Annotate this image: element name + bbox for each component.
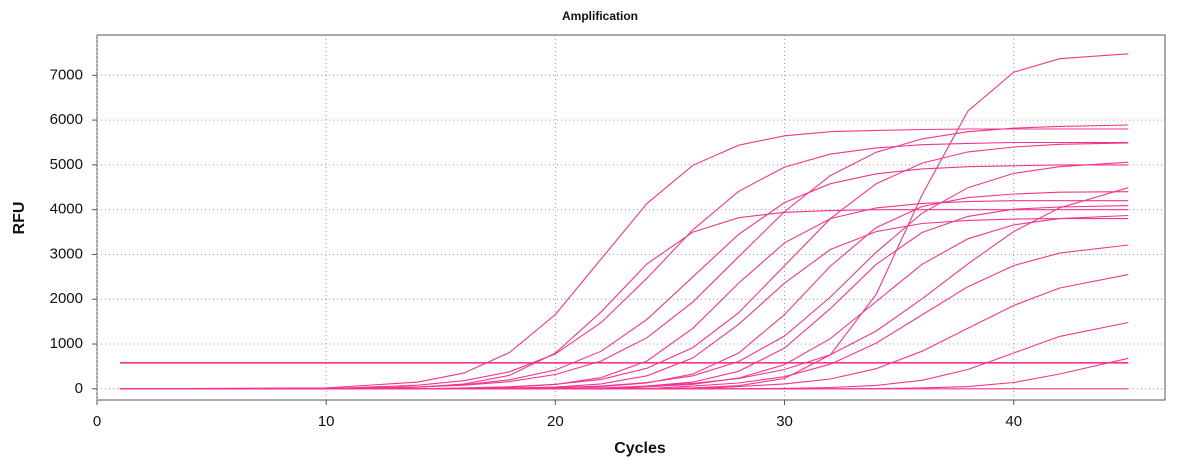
- y-tick-label: 0: [75, 380, 83, 397]
- amplification-curve: [119, 128, 1129, 390]
- plot-frame: [96, 34, 1166, 401]
- y-tick-label: 4000: [50, 201, 83, 218]
- y-tick-label: 7000: [50, 66, 83, 83]
- amplification-curve: [119, 161, 1129, 390]
- x-axis-label: Cycles: [614, 440, 666, 457]
- y-tick-label: 3000: [50, 245, 83, 262]
- amplification-curve: [119, 124, 1129, 390]
- amplification-curve: [119, 274, 1129, 390]
- amplification-curve: [119, 321, 1129, 390]
- amplification-curve: [119, 244, 1129, 390]
- amplification-curve: [119, 200, 1129, 390]
- y-tick-label: 1000: [50, 335, 83, 352]
- amplification-curve: [119, 141, 1129, 390]
- x-tick-label: 40: [1005, 413, 1022, 430]
- amplification-curve: [119, 205, 1129, 390]
- x-tick-label: 10: [318, 413, 335, 430]
- amplification-curve: [119, 191, 1129, 390]
- amplification-curve: [119, 164, 1129, 390]
- chart-title: Amplification: [562, 9, 638, 23]
- amplification-curve: [119, 53, 1129, 390]
- y-axis-label: RFU: [11, 202, 28, 235]
- y-tick-label: 6000: [50, 111, 83, 128]
- y-tick-label: 2000: [50, 290, 83, 307]
- y-tick-label: 5000: [50, 156, 83, 173]
- amplification-curve: [119, 142, 1129, 390]
- x-tick-label: 30: [776, 413, 793, 430]
- x-tick-label: 0: [93, 413, 101, 430]
- x-tick-label: 20: [547, 413, 564, 430]
